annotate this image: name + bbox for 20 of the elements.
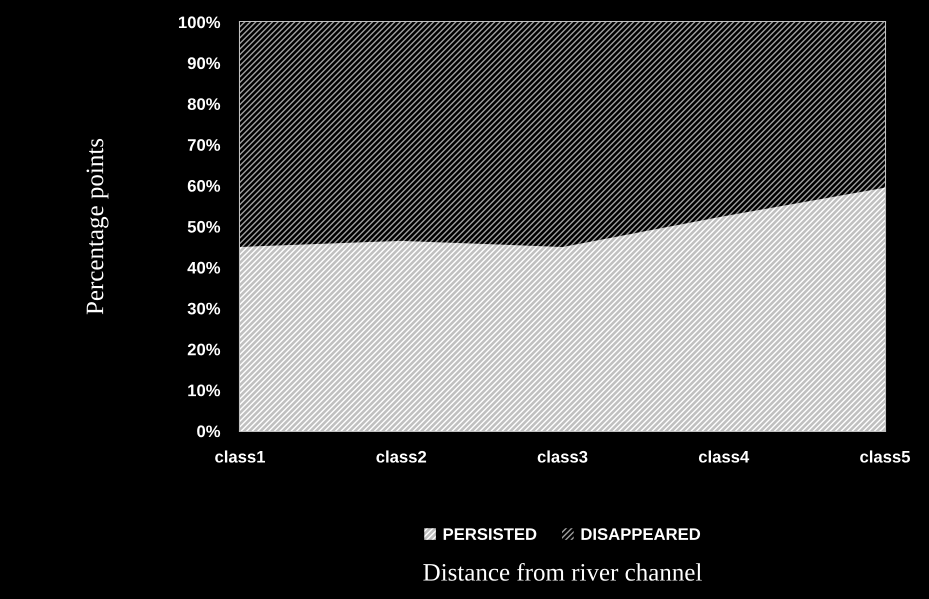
x-tick-label: class5	[860, 450, 910, 463]
y-tick-label: 20%	[188, 344, 220, 356]
y-tick-label: 40%	[187, 262, 220, 274]
y-tick-label: 60%	[188, 180, 220, 192]
y-tick-label: 50%	[188, 220, 220, 233]
y-tick-label: 30%	[188, 302, 220, 315]
y-axis-title: Percentage points	[86, 138, 108, 314]
y-tick-label: 90%	[188, 57, 220, 70]
legend-label: DISAPPEARED	[581, 528, 700, 540]
x-axis-title: Distance from river channel	[423, 562, 702, 581]
y-tick-label: 70%	[188, 139, 220, 151]
x-tick-label: class2	[376, 450, 426, 463]
x-tick-label: class4	[698, 450, 750, 463]
x-tick-label: class1	[215, 450, 266, 463]
legend-label: PERSISTED	[444, 528, 536, 540]
y-tick-label: 0%	[197, 425, 220, 438]
y-tick-label: 10%	[188, 384, 220, 396]
y-tick-label: 80%	[188, 98, 220, 110]
y-tick-label: 100%	[178, 16, 220, 28]
x-tick-label: class3	[538, 450, 588, 463]
